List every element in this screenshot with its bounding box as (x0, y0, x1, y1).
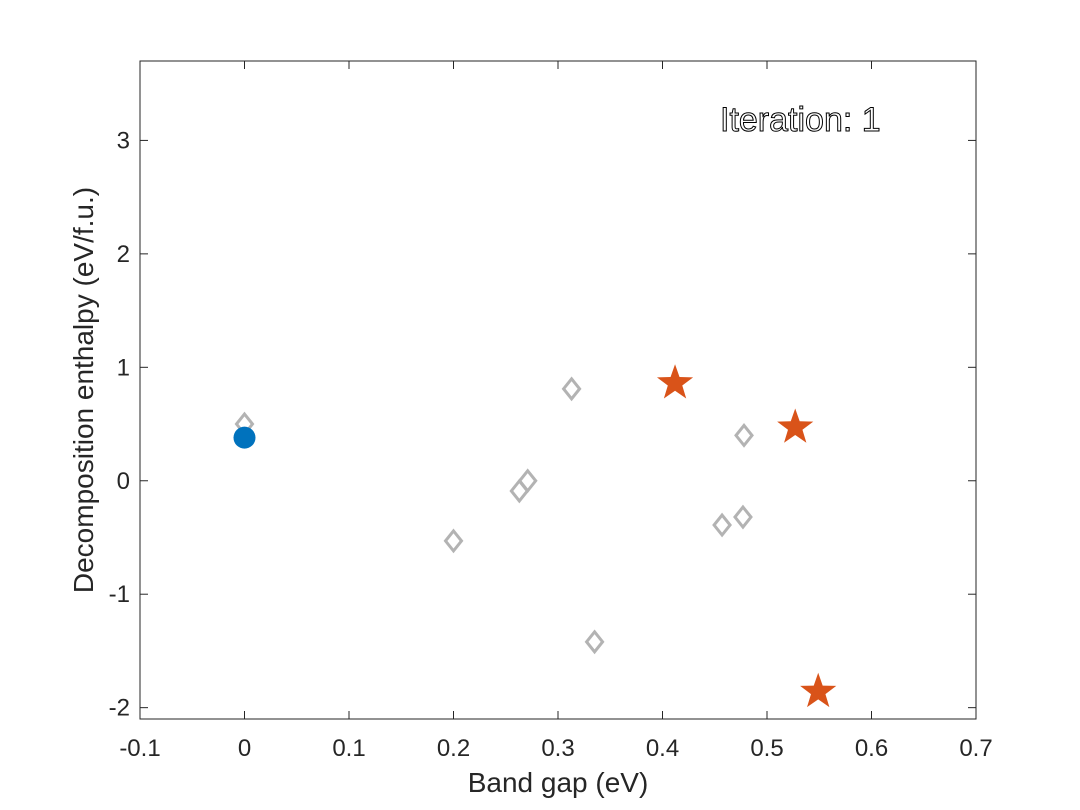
x-tick-label: -0.1 (119, 735, 160, 762)
diamond-point (443, 528, 464, 554)
x-tick-label: 0.1 (332, 735, 365, 762)
iteration-annotation: Iteration: 1 (720, 101, 881, 139)
y-tick-label: 3 (117, 127, 130, 154)
star-point (800, 672, 837, 708)
diamond-point (712, 512, 732, 538)
circle-point (233, 426, 256, 449)
plot-area (139, 60, 977, 720)
x-tick-label: 0.2 (437, 735, 470, 762)
y-axis-label: Decomposition enthalpy (eV/f.u.) (68, 187, 99, 593)
star-point (777, 408, 814, 443)
x-tick-label: 0.7 (959, 735, 992, 762)
x-tick-label: 0.3 (541, 735, 574, 762)
x-axis-label: Band gap (eV) (468, 767, 649, 798)
x-tick-label: 0.6 (855, 735, 888, 762)
diamond-point (733, 504, 753, 530)
axis-ticks: -0.1 0 0.1 0.2 0.3 0.4 0.5 0.6 0.7 -2 -1 0 1 2 3 (109, 61, 993, 762)
diamond-point (584, 629, 605, 655)
y-tick-label: 1 (117, 354, 130, 381)
diamond-point (561, 376, 582, 402)
y-tick-label: -1 (109, 581, 130, 608)
data-points (233, 364, 837, 708)
x-tick-label: 0.4 (646, 735, 679, 762)
y-tick-label: 0 (117, 468, 130, 495)
star-point (656, 364, 694, 399)
x-tick-label: 0.5 (750, 735, 783, 762)
y-tick-label: 2 (117, 241, 130, 268)
x-tick-label: 0 (238, 735, 251, 762)
y-tick-label: -2 (109, 695, 130, 722)
diamond-point (517, 468, 538, 494)
diamond-point (734, 422, 754, 448)
